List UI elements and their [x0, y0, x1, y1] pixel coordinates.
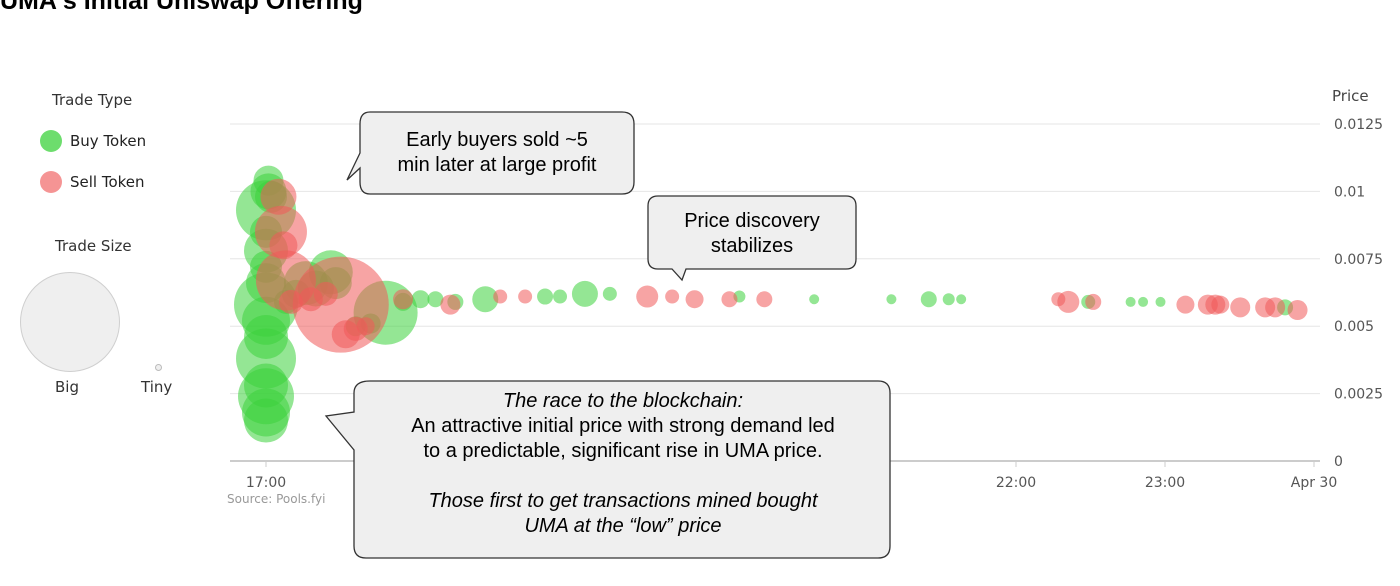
sell-bubble [1057, 290, 1080, 313]
sell-bubble [260, 178, 297, 215]
callout-race-bubble [324, 380, 891, 559]
callout-discovery-text: Price discovery stabilizes [684, 210, 820, 257]
buy-bubble [553, 289, 568, 304]
sell-bubble [518, 289, 533, 304]
buy-bubble [411, 290, 430, 309]
x-tick-label: Apr 30 [1291, 475, 1337, 491]
buy-bubble [886, 294, 897, 305]
buy-bubble [942, 293, 955, 306]
sell-bubble [1230, 297, 1251, 318]
buy-bubble [602, 286, 617, 301]
y-axis: 0 0.0025 0.005 0.0075 0.01 0.0125 Price [1332, 87, 1383, 470]
buy-bubble [920, 291, 937, 308]
size-tiny-circle-icon [155, 364, 162, 371]
callout-early-bubble [346, 111, 635, 195]
buy-bubble [427, 291, 444, 308]
sell-bubble [1211, 295, 1230, 314]
sell-bubble [393, 289, 414, 310]
x-tick-label: 17:00 [246, 475, 286, 491]
sell-bubble [1085, 293, 1102, 310]
callout-race-body: An attractive initial price with strong … [411, 415, 835, 462]
x-tick-label: 22:00 [996, 475, 1036, 491]
callout-race-heading: The race to the blockchain: [502, 390, 744, 412]
callout-race-text: The race to the blockchain: An attractiv… [356, 389, 890, 539]
sell-bubble [665, 289, 680, 304]
sell-bubble [1287, 300, 1308, 321]
sell-swatch-icon [40, 171, 62, 193]
chart-title: UMA's Initial Uniswap Offering [0, 0, 363, 15]
y-tick-label: 0.0075 [1334, 252, 1383, 268]
legend-buy-label: Buy Token [70, 132, 147, 150]
buy-bubble [472, 286, 499, 313]
source-note: Source: Pools.fyi [227, 492, 326, 506]
sell-bubble [756, 291, 773, 308]
legend-sell-item[interactable]: Sell Token [40, 171, 145, 193]
y-tick-label: 0.005 [1334, 319, 1374, 335]
sell-bubble [721, 291, 738, 308]
size-tiny-label: Tiny [141, 378, 173, 396]
legend-sell-label: Sell Token [70, 173, 145, 191]
legend-trade-type-title: Trade Type [52, 91, 133, 109]
buy-bubble [1155, 296, 1166, 307]
buy-bubble [809, 294, 820, 305]
sell-bubble [440, 294, 461, 315]
y-tick-label: 0.0025 [1334, 387, 1383, 403]
callout-discovery-bubble [647, 195, 857, 282]
y-tick-label: 0.01 [1334, 184, 1365, 200]
y-axis-label: Price [1332, 87, 1369, 105]
sell-bubble [636, 285, 659, 308]
size-big-circle-icon [20, 272, 120, 372]
buy-bubble [1138, 296, 1149, 307]
legend-trade-size-title: Trade Size [55, 237, 132, 255]
callout-early-text: Early buyers sold ~5 min later at large … [397, 129, 597, 176]
y-tick-label: 0 [1334, 454, 1343, 470]
callout-race-note: Those first to get transactions mined bo… [428, 490, 818, 537]
x-tick-label: 23:00 [1145, 475, 1185, 491]
sell-bubble [356, 317, 375, 336]
bubbles [234, 165, 1308, 443]
sell-bubble [1265, 297, 1286, 318]
buy-bubble [571, 280, 598, 307]
sell-bubble [1176, 295, 1195, 314]
size-big-label: Big [55, 378, 79, 396]
buy-bubble [1125, 296, 1136, 307]
y-tick-label: 0.0125 [1334, 117, 1383, 133]
legend-buy-item[interactable]: Buy Token [40, 130, 146, 152]
buy-swatch-icon [40, 130, 62, 152]
buy-bubble [956, 294, 967, 305]
sell-bubble [493, 289, 508, 304]
buy-bubble [537, 288, 554, 305]
callout-shapes [324, 111, 891, 559]
sell-bubble [685, 290, 704, 309]
x-axis: 17:00 22:00 23:00 Apr 30 [246, 461, 1337, 491]
